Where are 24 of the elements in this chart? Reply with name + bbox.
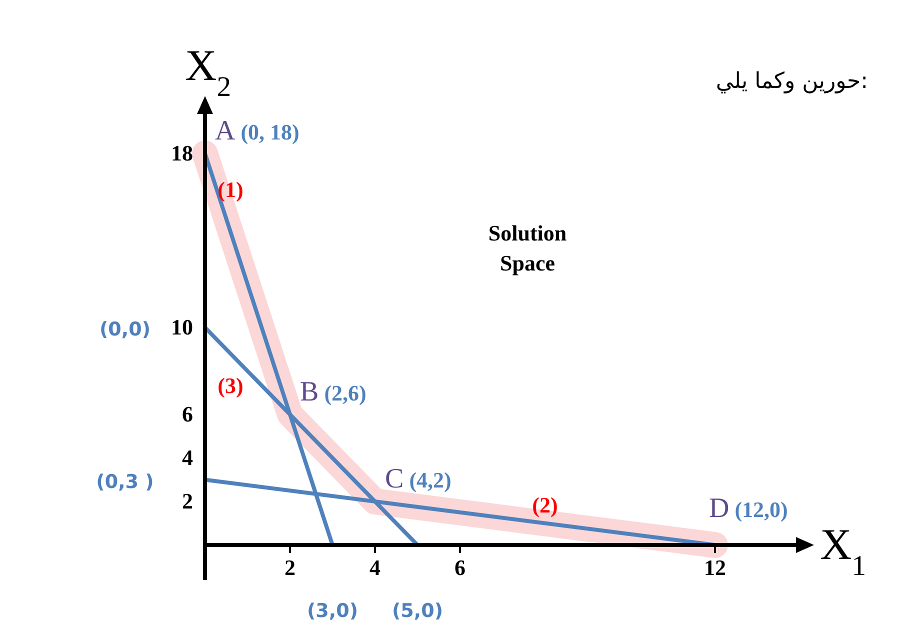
annotation: (2) <box>532 492 558 518</box>
x-tick-label: 6 <box>454 555 466 580</box>
annotation: (0,3 ) <box>96 470 154 493</box>
y-tick-label: 4 <box>182 445 193 470</box>
annotation: (3,0) <box>306 600 358 621</box>
annotation: B (2,6) <box>300 376 366 408</box>
annotation: D (12,0) <box>709 493 788 524</box>
y-tick-label: 10 <box>171 314 193 340</box>
annotation: (3) <box>218 372 244 398</box>
text: حورين وكما يلي: <box>716 69 868 94</box>
annotation: (5,0) <box>392 600 444 621</box>
annotation: (1) <box>218 177 244 202</box>
annotation: A (0, 18) <box>215 116 300 146</box>
x-tick-label: 2 <box>284 555 296 580</box>
y-tick-label: 6 <box>182 402 193 426</box>
annotation: C (4,2) <box>385 464 452 494</box>
y-tick-label: 18 <box>171 140 193 166</box>
x-tick-label: 4 <box>370 555 380 580</box>
x-axis-title: X$_{1}$ <box>820 520 866 582</box>
y-tick-label: 2 <box>182 488 193 514</box>
y-axis-title: X$_{2}$ <box>185 41 232 102</box>
x-tick-label: 12 <box>704 555 726 580</box>
annotation: (0,0) <box>99 318 151 340</box>
annotation: Solution Space <box>488 220 567 276</box>
